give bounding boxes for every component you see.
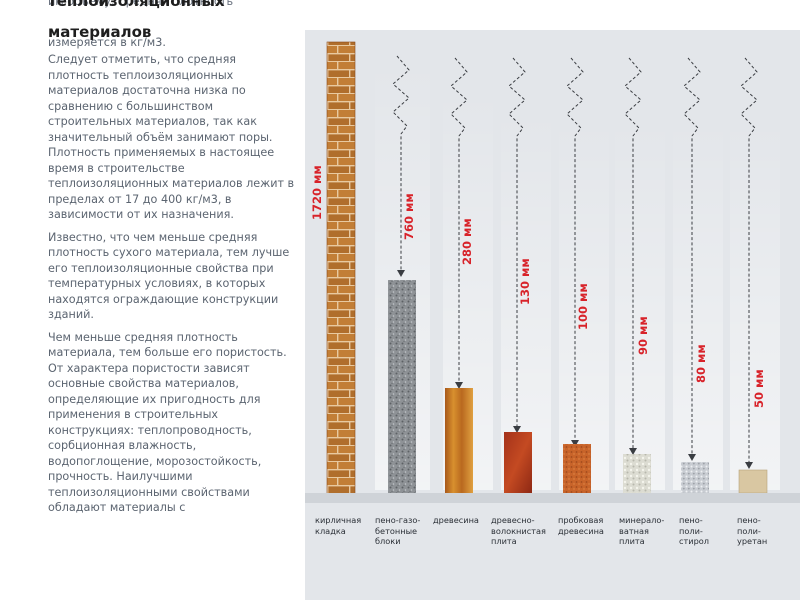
paragraph: Чем меньше средняя плотность материала, … — [48, 330, 287, 515]
light-beams — [375, 60, 780, 490]
mineral-wool-block — [623, 454, 651, 493]
material-label: пено-поли-стирол — [679, 515, 710, 546]
thickness-labels: 1720 мм 760 мм 280 мм 130 мм 100 мм 90 м… — [310, 165, 766, 408]
dashed-guides — [392, 55, 758, 462]
thickness-label: 50 мм — [752, 369, 766, 408]
concrete-block — [388, 280, 416, 493]
thickness-label: 280 мм — [460, 218, 474, 265]
brick-column — [327, 42, 355, 497]
text-column: им объёму. Средняя плотность теплоизоляц… — [48, 0, 298, 600]
polystyrene-block — [681, 462, 709, 493]
body-text: Следует отметить, что средняя плотность … — [48, 52, 298, 523]
material-label: минерало-ватная плита — [619, 515, 665, 546]
cork-block — [563, 444, 591, 493]
arrow-heads — [397, 270, 753, 469]
thickness-label: 130 мм — [518, 258, 532, 305]
material-label: древесно-волокнистая плита — [491, 515, 546, 546]
thickness-label: 90 мм — [636, 316, 650, 355]
thickness-label: 760 мм — [402, 193, 416, 240]
figure-svg: 1720 мм 760 мм 280 мм 130 мм 100 мм 90 м… — [305, 41, 800, 503]
material-label: древесина — [433, 515, 479, 525]
insulation-comparison-figure: 1720 мм 760 мм 280 мм 130 мм 100 мм 90 м… — [305, 30, 800, 600]
material-label: пено-поли-уретан — [737, 515, 768, 546]
thickness-label: 80 мм — [694, 344, 708, 383]
heading-line-2: материалов — [48, 23, 152, 41]
paragraph: Известно, что чем меньше средняя плотнос… — [48, 230, 290, 322]
unit-line: измеряется в кг/м3. — [48, 36, 166, 49]
material-label: пробковая древесина — [558, 515, 604, 536]
paragraph: Следует отметить, что средняя плотность … — [48, 53, 295, 221]
fiberboard-block — [504, 432, 532, 493]
material-label: кирличная кладка — [315, 515, 362, 536]
heading-line-1: теплоизоляционных — [48, 0, 225, 10]
thickness-label: 1720 мм — [310, 165, 324, 220]
material-label: пено-газо-бетонные блоки — [375, 515, 421, 546]
thickness-label: 100 мм — [576, 283, 590, 330]
cut-top-line: им объёму. Средняя плотность — [48, 0, 234, 8]
ground-line — [305, 493, 800, 503]
wood-block — [445, 388, 473, 493]
polyurethane-block — [738, 469, 768, 494]
